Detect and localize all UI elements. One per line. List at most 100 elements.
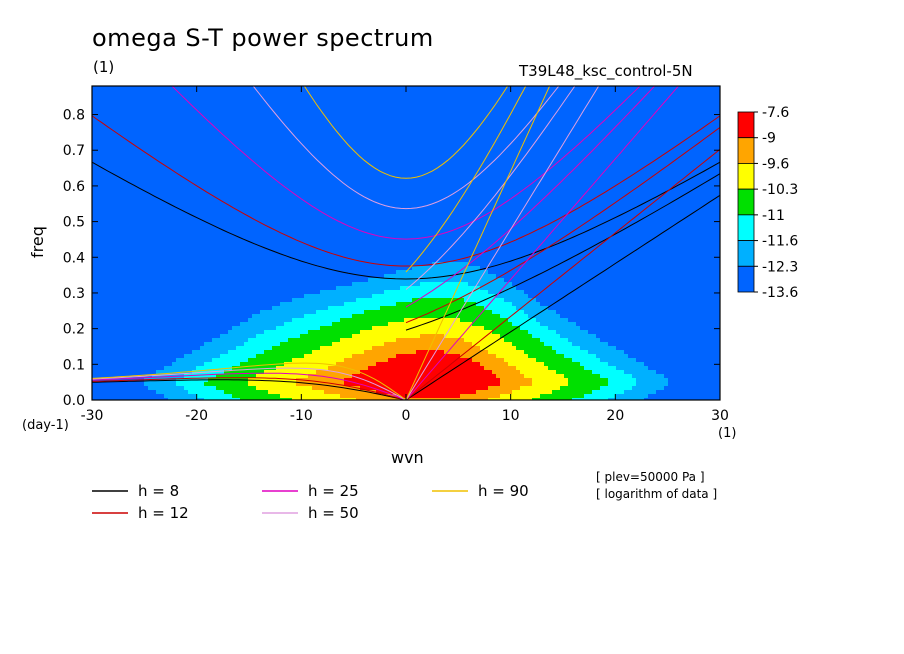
contour-cell: [112, 210, 117, 215]
contour-cell: [328, 122, 333, 127]
contour-cell: [136, 318, 141, 323]
contour-cell: [316, 186, 321, 191]
contour-cell: [180, 318, 185, 323]
contour-cell: [244, 146, 249, 151]
contour-cell: [144, 286, 149, 291]
contour-cell: [340, 262, 345, 267]
contour-cell: [112, 298, 117, 303]
contour-cell: [112, 226, 117, 231]
contour-cell: [148, 98, 153, 103]
contour-cell: [256, 214, 261, 219]
contour-cell: [320, 254, 325, 259]
contour-cell: [284, 174, 289, 179]
contour-cell: [336, 202, 341, 207]
contour-cell: [148, 270, 153, 275]
contour-cell: [304, 250, 309, 255]
contour-cell: [304, 382, 309, 387]
contour-cell: [200, 162, 205, 167]
contour-cell: [316, 218, 321, 223]
contour-cell: [276, 258, 281, 263]
contour-cell: [256, 374, 261, 379]
contour-cell: [244, 174, 249, 179]
contour-cell: [188, 166, 193, 171]
contour-cell: [264, 338, 269, 343]
contour-cell: [172, 222, 177, 227]
contour-cell: [172, 330, 177, 335]
contour-cell: [188, 194, 193, 199]
contour-cell: [192, 226, 197, 231]
contour-cell: [168, 242, 173, 247]
contour-cell: [292, 378, 297, 383]
contour-cell: [116, 162, 121, 167]
contour-cell: [100, 330, 105, 335]
contour-cell: [124, 90, 129, 95]
contour-cell: [128, 330, 133, 335]
contour-cell: [188, 286, 193, 291]
contour-cell: [196, 382, 201, 387]
contour-cell: [232, 350, 237, 355]
contour-cell: [340, 338, 345, 343]
contour-cell: [312, 122, 317, 127]
contour-cell: [148, 242, 153, 247]
contour-cell: [144, 378, 149, 383]
contour-cell: [236, 94, 241, 99]
contour-cell: [156, 222, 161, 227]
contour-cell: [188, 238, 193, 243]
contour-cell: [168, 166, 173, 171]
contour-cell: [140, 346, 145, 351]
contour-cell: [312, 314, 317, 319]
contour-cell: [292, 362, 297, 367]
contour-cell: [224, 318, 229, 323]
contour-cell: [288, 278, 293, 283]
contour-cell: [164, 282, 169, 287]
contour-cell: [328, 262, 333, 267]
contour-cell: [208, 298, 213, 303]
contour-cell: [96, 114, 101, 119]
contour-cell: [108, 334, 113, 339]
contour-cell: [172, 210, 177, 215]
contour-cell: [224, 222, 229, 227]
contour-cell: [140, 198, 145, 203]
contour-cell: [248, 350, 253, 355]
contour-cell: [276, 334, 281, 339]
contour-cell: [316, 366, 321, 371]
contour-cell: [284, 170, 289, 175]
contour-cell: [324, 378, 329, 383]
contour-cell: [140, 246, 145, 251]
contour-cell: [160, 118, 165, 123]
contour-cell: [200, 154, 205, 159]
contour-cell: [292, 394, 297, 399]
contour-cell: [332, 90, 337, 95]
contour-cell: [100, 334, 105, 339]
contour-cell: [136, 330, 141, 335]
contour-cell: [296, 398, 301, 400]
contour-cell: [208, 246, 213, 251]
contour-cell: [132, 354, 137, 359]
contour-cell: [200, 270, 205, 275]
contour-cell: [304, 202, 309, 207]
contour-cell: [140, 186, 145, 191]
contour-cell: [140, 134, 145, 139]
contour-cell: [144, 382, 149, 387]
contour-cell: [132, 382, 137, 387]
contour-cell: [140, 230, 145, 235]
contour-cell: [148, 326, 153, 331]
contour-cell: [124, 210, 129, 215]
contour-cell: [152, 158, 157, 163]
contour-cell: [232, 366, 237, 371]
contour-cell: [288, 386, 293, 391]
contour-cell: [212, 134, 217, 139]
contour-cell: [140, 382, 145, 387]
contour-cell: [164, 358, 169, 363]
contour-cell: [296, 126, 301, 131]
contour-cell: [120, 150, 125, 155]
contour-cell: [336, 162, 341, 167]
contour-cell: [220, 110, 225, 115]
contour-cell: [172, 358, 177, 363]
contour-cell: [176, 302, 181, 307]
contour-cell: [100, 218, 105, 223]
contour-cell: [248, 386, 253, 391]
contour-cell: [248, 338, 253, 343]
contour-cell: [220, 346, 225, 351]
contour-cell: [296, 230, 301, 235]
